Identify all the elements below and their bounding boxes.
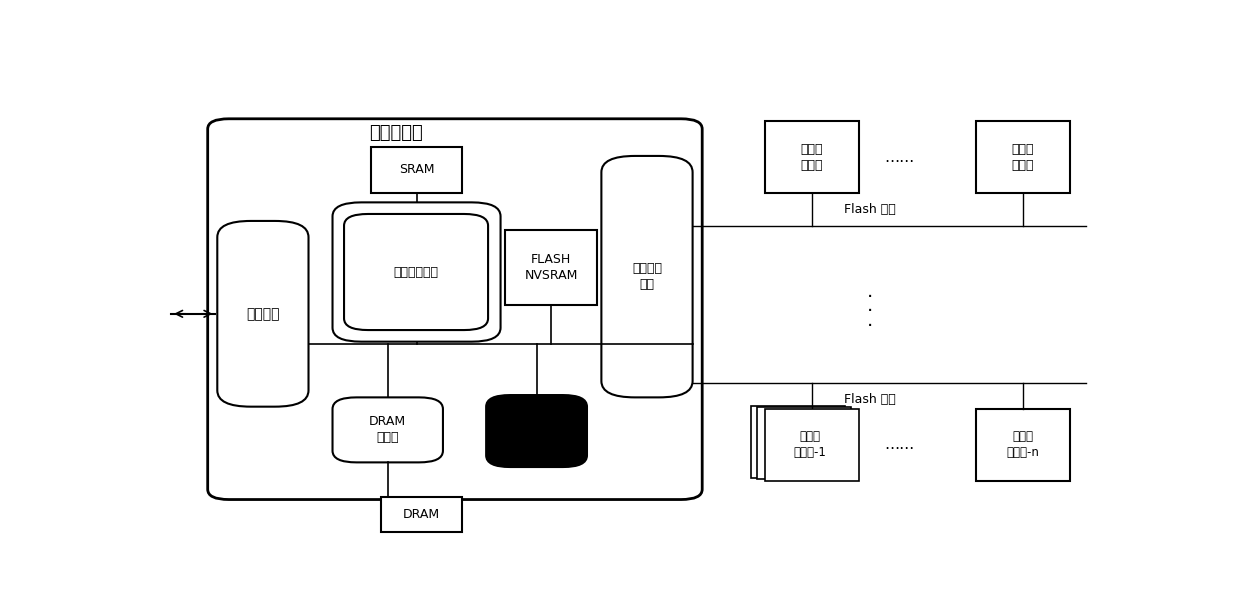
Bar (380, 497, 462, 532)
Bar (757, 408, 851, 479)
FancyBboxPatch shape (217, 221, 309, 406)
FancyBboxPatch shape (486, 395, 587, 467)
Text: 嵌入式处理器: 嵌入式处理器 (394, 265, 439, 279)
Bar (976, 409, 1070, 481)
FancyBboxPatch shape (332, 203, 501, 342)
Bar (751, 406, 845, 478)
Text: 固态闪
存介质-1: 固态闪 存介质-1 (793, 431, 826, 459)
Text: ……: …… (883, 150, 914, 165)
Bar (764, 409, 859, 481)
Text: ·: · (867, 288, 873, 307)
Text: 固态闪
存介质: 固态闪 存介质 (800, 142, 823, 172)
Bar (370, 147, 462, 193)
FancyBboxPatch shape (208, 119, 703, 499)
Text: 闪存控制器: 闪存控制器 (369, 124, 422, 142)
FancyBboxPatch shape (344, 214, 488, 330)
Text: 主机接口: 主机接口 (247, 307, 280, 321)
Text: DRAM: DRAM (403, 508, 440, 521)
Bar (506, 230, 597, 305)
Bar (764, 121, 859, 193)
Text: ·: · (867, 317, 873, 336)
Text: DRAM
控制器: DRAM 控制器 (369, 415, 406, 444)
Text: ·: · (867, 302, 873, 321)
FancyBboxPatch shape (332, 397, 444, 463)
Text: FLASH
NVSRAM: FLASH NVSRAM (524, 253, 577, 282)
Text: 闪存介质
接口: 闪存介质 接口 (632, 262, 662, 291)
FancyBboxPatch shape (601, 156, 693, 397)
Text: Flash 通道: Flash 通道 (844, 203, 896, 216)
Text: SRAM: SRAM (399, 163, 435, 176)
Text: 固态闪
存介质-n: 固态闪 存介质-n (1006, 431, 1040, 459)
Text: 固态闪
存介质: 固态闪 存介质 (1012, 142, 1035, 172)
Bar (976, 121, 1070, 193)
Text: Flash 通道: Flash 通道 (844, 393, 896, 406)
Text: ……: …… (883, 437, 914, 452)
